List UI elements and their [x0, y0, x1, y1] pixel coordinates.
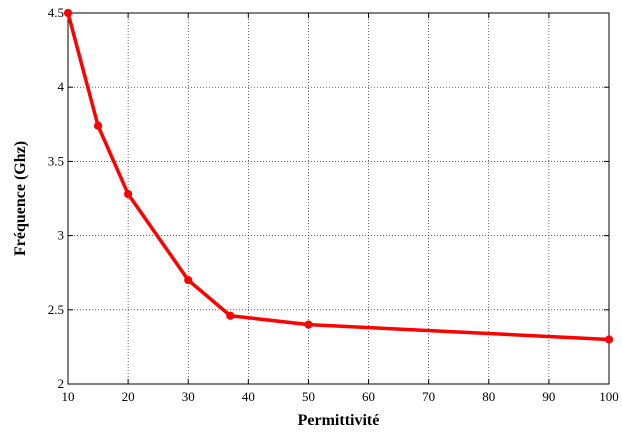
- x-tick-label: 60: [362, 389, 375, 404]
- x-axis-title: Permittivité: [298, 412, 380, 429]
- y-tick-label: 2.5: [48, 302, 64, 317]
- x-tick-label: 80: [482, 389, 495, 404]
- y-tick-labels: 2 2.5 3 3.5 4 4.5: [48, 5, 65, 391]
- data-point: [63, 8, 73, 18]
- x-tick-label: 40: [242, 389, 255, 404]
- y-axis-title: Fréquence (Ghz): [12, 141, 29, 256]
- x-tick-label: 70: [422, 389, 435, 404]
- series-layer: [63, 8, 614, 344]
- x-tick-label: 50: [302, 389, 315, 404]
- y-tick-label: 4: [58, 79, 65, 94]
- x-tick-label: 30: [182, 389, 195, 404]
- x-tick-label: 20: [122, 389, 135, 404]
- data-point: [93, 121, 103, 130]
- data-point: [124, 189, 133, 199]
- x-tick-label: 10: [62, 389, 75, 404]
- tick-marks: [67, 12, 610, 385]
- y-tick-label: 3.5: [48, 153, 64, 168]
- y-tick-label: 4.5: [48, 5, 64, 20]
- plot-frame: [67, 12, 610, 385]
- data-point: [304, 320, 313, 329]
- x-tick-label: 90: [542, 389, 555, 404]
- grid: [68, 13, 609, 384]
- y-tick-label: 3: [58, 228, 65, 243]
- data-point: [184, 276, 193, 285]
- x-tick-label: 100: [599, 389, 619, 404]
- data-point: [226, 311, 235, 320]
- y-tick-label: 2: [58, 376, 65, 391]
- x-tick-labels: 10 20 30 40 50 60 70 80 90 100: [62, 389, 619, 404]
- series-line: [66, 11, 611, 342]
- data-point: [604, 335, 614, 344]
